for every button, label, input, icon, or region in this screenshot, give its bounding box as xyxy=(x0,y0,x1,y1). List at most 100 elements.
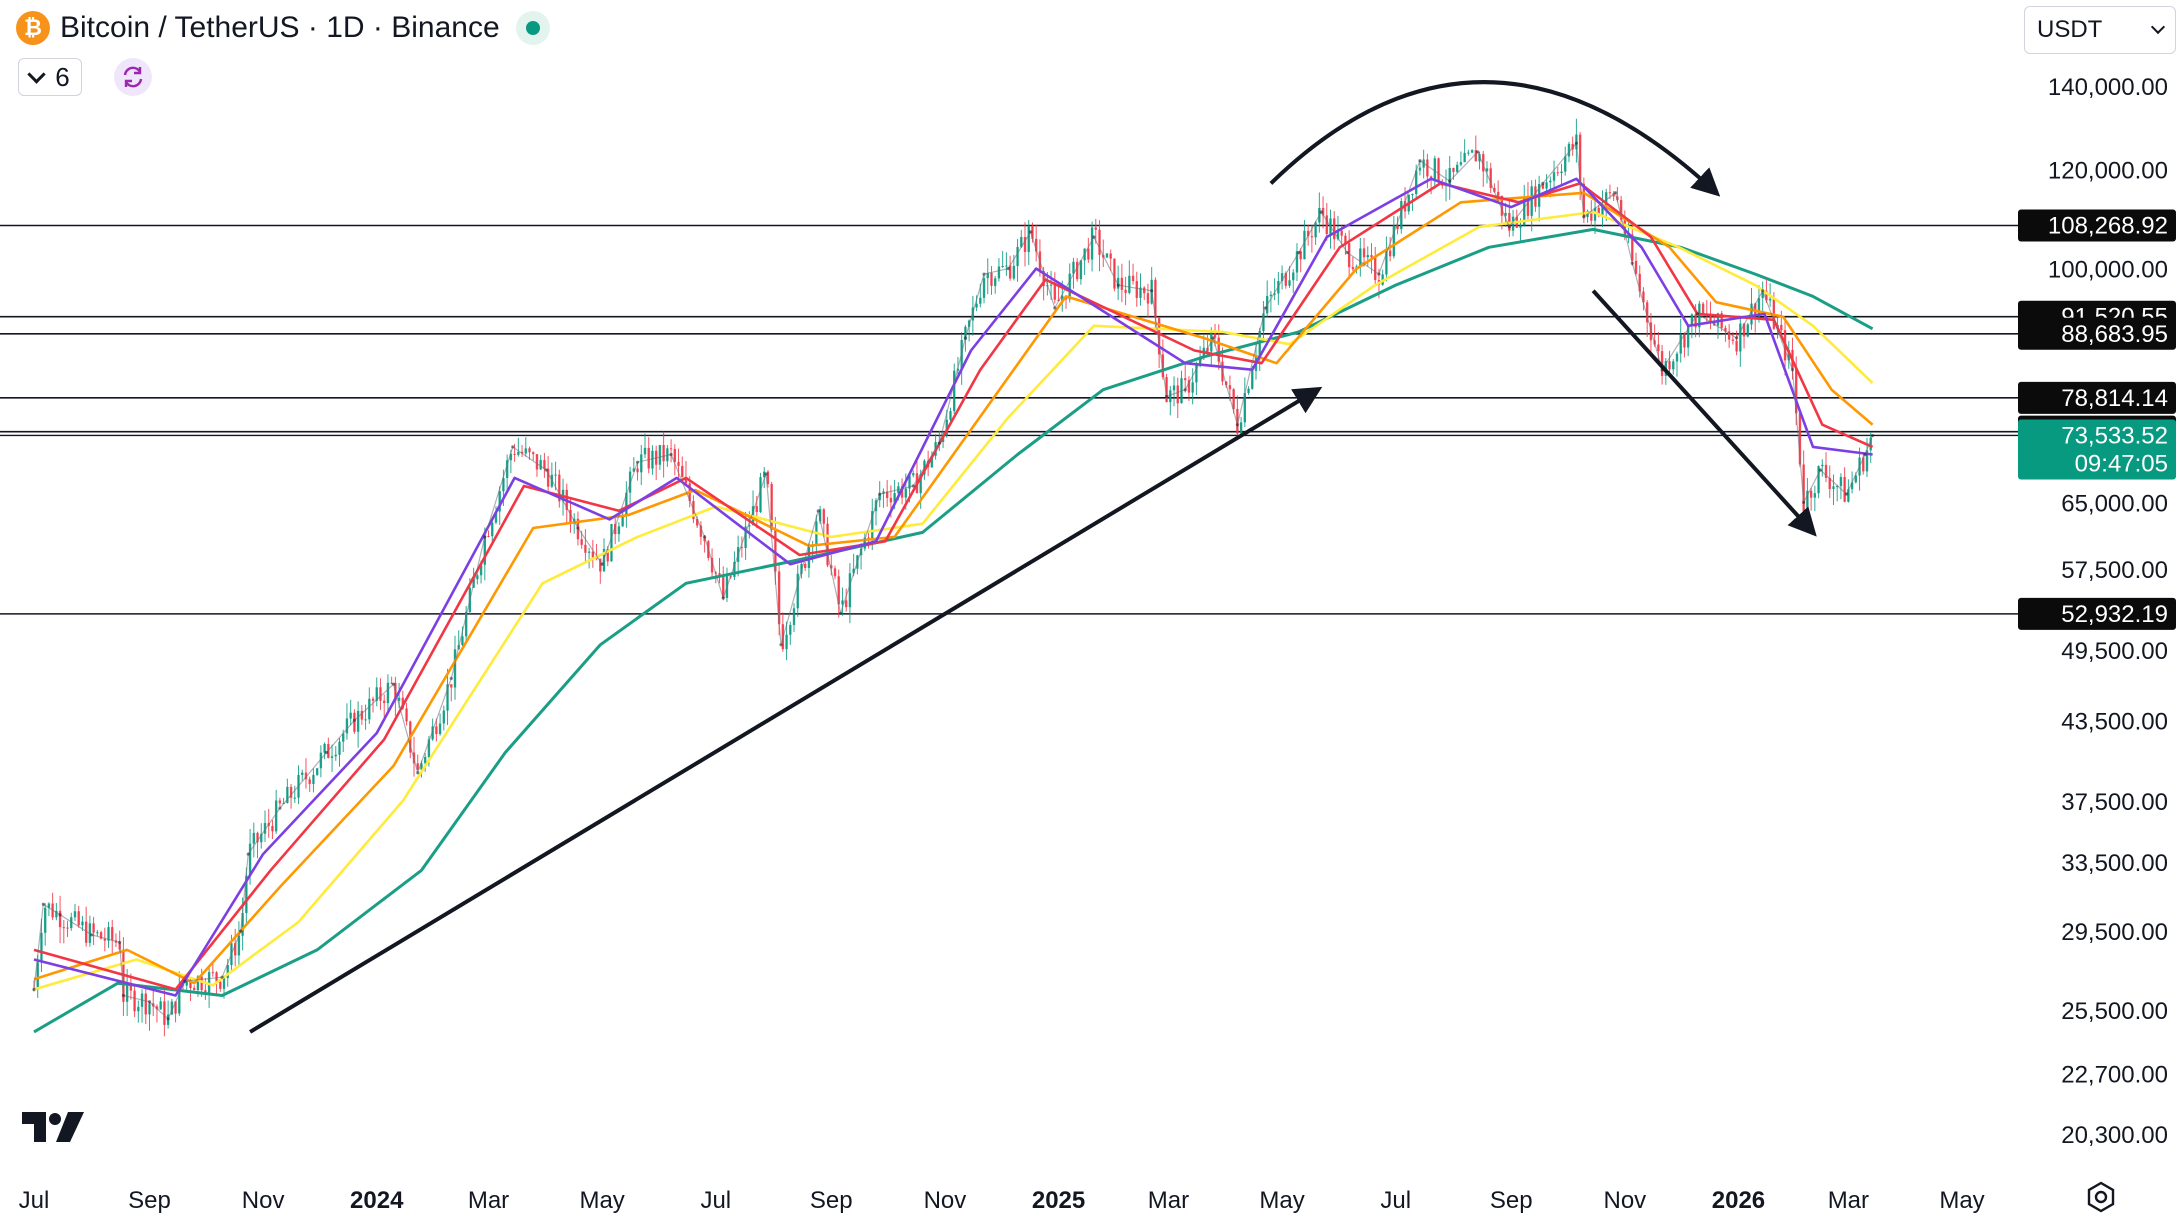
y-tick-label-10: 25,500.00 xyxy=(2061,998,2168,1025)
candle-481 xyxy=(1824,452,1828,483)
candle-138 xyxy=(546,456,550,494)
trend-arrow-0[interactable] xyxy=(249,386,1323,1034)
candle-32 xyxy=(152,989,155,1017)
gear-icon[interactable] xyxy=(2084,1180,2118,1219)
candle-92 xyxy=(375,677,378,707)
price-point-59 xyxy=(1630,261,1634,265)
indicator-row: 6 xyxy=(18,58,152,96)
candle-47 xyxy=(207,966,211,1008)
price-axis[interactable]: 140,000.00 120,000.00 100,000.00 65,000.00 5… xyxy=(2018,74,2176,1149)
candle-109 xyxy=(438,713,442,736)
candle-73 xyxy=(304,758,308,789)
x-tick-label-17: May xyxy=(1939,1187,1984,1214)
price-point-21 xyxy=(576,526,580,530)
candle-330 xyxy=(1262,301,1265,343)
indicators-collapse-button[interactable]: 6 xyxy=(18,58,82,96)
candle-131 xyxy=(520,445,524,458)
candle-81 xyxy=(334,746,337,761)
candle-265 xyxy=(1020,230,1023,249)
price-point-35 xyxy=(982,272,986,276)
candle-349 xyxy=(1333,211,1336,250)
trend-arrow-2[interactable] xyxy=(1591,289,1817,537)
ema-line-ema-slow xyxy=(33,227,1874,1034)
price-point-61 xyxy=(1695,312,1700,316)
candle-457 xyxy=(1735,330,1738,356)
candle-312 xyxy=(1195,361,1198,396)
price-point-16 xyxy=(416,771,420,775)
candle-167 xyxy=(654,445,658,480)
candle-335 xyxy=(1280,265,1284,290)
time-axis[interactable]: Jul Sep Nov 2024 Mar May Jul Sep Nov 2025 Mar May Ju… xyxy=(19,1187,1985,1214)
candle-28 xyxy=(137,1000,140,1023)
candle-34 xyxy=(159,997,162,1010)
candle-1 xyxy=(36,955,39,998)
candle-16 xyxy=(92,916,95,946)
candle-116 xyxy=(464,605,468,642)
y-tick-label-9: 29,500.00 xyxy=(2061,919,2168,946)
candle-439 xyxy=(1668,350,1671,375)
currency-select[interactable]: USDT xyxy=(2024,6,2176,54)
candle-65 xyxy=(274,789,278,834)
candle-476 xyxy=(1806,478,1809,525)
level-price-label-3[interactable]: 78,814.14 xyxy=(2018,381,2176,414)
candle-82 xyxy=(338,737,341,767)
candle-458 xyxy=(1739,317,1742,367)
price-point-12 xyxy=(278,806,282,810)
x-tick-label-12: Jul xyxy=(1380,1187,1411,1214)
x-tick-label-8: Nov xyxy=(924,1187,967,1214)
candle-165 xyxy=(647,437,650,474)
price-point-14 xyxy=(352,718,357,722)
candle-396 xyxy=(1508,197,1511,237)
ema-line-ema-mid xyxy=(33,182,1874,991)
level-price-text-0: 108,268.92 xyxy=(2048,212,2168,239)
candle-89 xyxy=(364,704,367,730)
market-open-dot-icon[interactable] xyxy=(515,11,550,45)
candle-463 xyxy=(1757,285,1761,323)
candle-202 xyxy=(785,621,788,661)
candle-129 xyxy=(513,443,516,462)
candle-401 xyxy=(1526,182,1530,222)
candle-228 xyxy=(882,488,885,508)
sync-icon[interactable] xyxy=(114,58,152,96)
level-price-label-5[interactable]: 52,932.19 xyxy=(2018,597,2176,630)
candle-216 xyxy=(837,569,840,618)
candle-384 xyxy=(1463,139,1466,163)
level-price-label-0[interactable]: 108,268.92 xyxy=(2018,209,2176,242)
candle-430 xyxy=(1634,252,1638,276)
price-point-19 xyxy=(511,445,515,449)
candle-340 xyxy=(1299,248,1302,273)
candle-475 xyxy=(1802,450,1805,518)
price-point-69 xyxy=(1870,433,1875,438)
candle-422 xyxy=(1605,188,1608,222)
price-point-55 xyxy=(1541,181,1545,186)
candle-4 xyxy=(47,902,51,917)
tradingview-logo-icon[interactable] xyxy=(22,1110,86,1149)
arc-arrow-1[interactable] xyxy=(1269,80,1721,197)
gear-icon-glyph xyxy=(2087,1181,2115,1213)
candle-77 xyxy=(319,745,323,778)
candle-409 xyxy=(1556,166,1559,177)
candle-347 xyxy=(1325,202,1328,241)
candle-259 xyxy=(997,258,1001,282)
x-tick-label-14: Nov xyxy=(1603,1187,1646,1214)
candle-365 xyxy=(1392,216,1396,259)
candle-326 xyxy=(1247,386,1250,395)
candle-298 xyxy=(1143,286,1146,301)
candle-283 xyxy=(1087,237,1090,263)
candle-75 xyxy=(312,768,315,793)
price-point-27 xyxy=(764,472,768,476)
candle-413 xyxy=(1571,136,1574,156)
candle-274 xyxy=(1053,272,1057,304)
candle-175 xyxy=(684,461,688,486)
candle-325 xyxy=(1243,377,1247,428)
candle-337 xyxy=(1288,266,1291,288)
candle-74 xyxy=(308,776,311,792)
y-tick-label-8: 33,500.00 xyxy=(2061,850,2168,877)
price-point-39 xyxy=(1092,235,1096,239)
symbol-title[interactable]: Bitcoin / TetherUS · 1D · Binance xyxy=(60,11,500,44)
level-price-label-2[interactable]: 88,683.95 xyxy=(2018,317,2176,350)
annotation-layer[interactable] xyxy=(249,80,1817,1034)
candle-264 xyxy=(1016,238,1019,282)
